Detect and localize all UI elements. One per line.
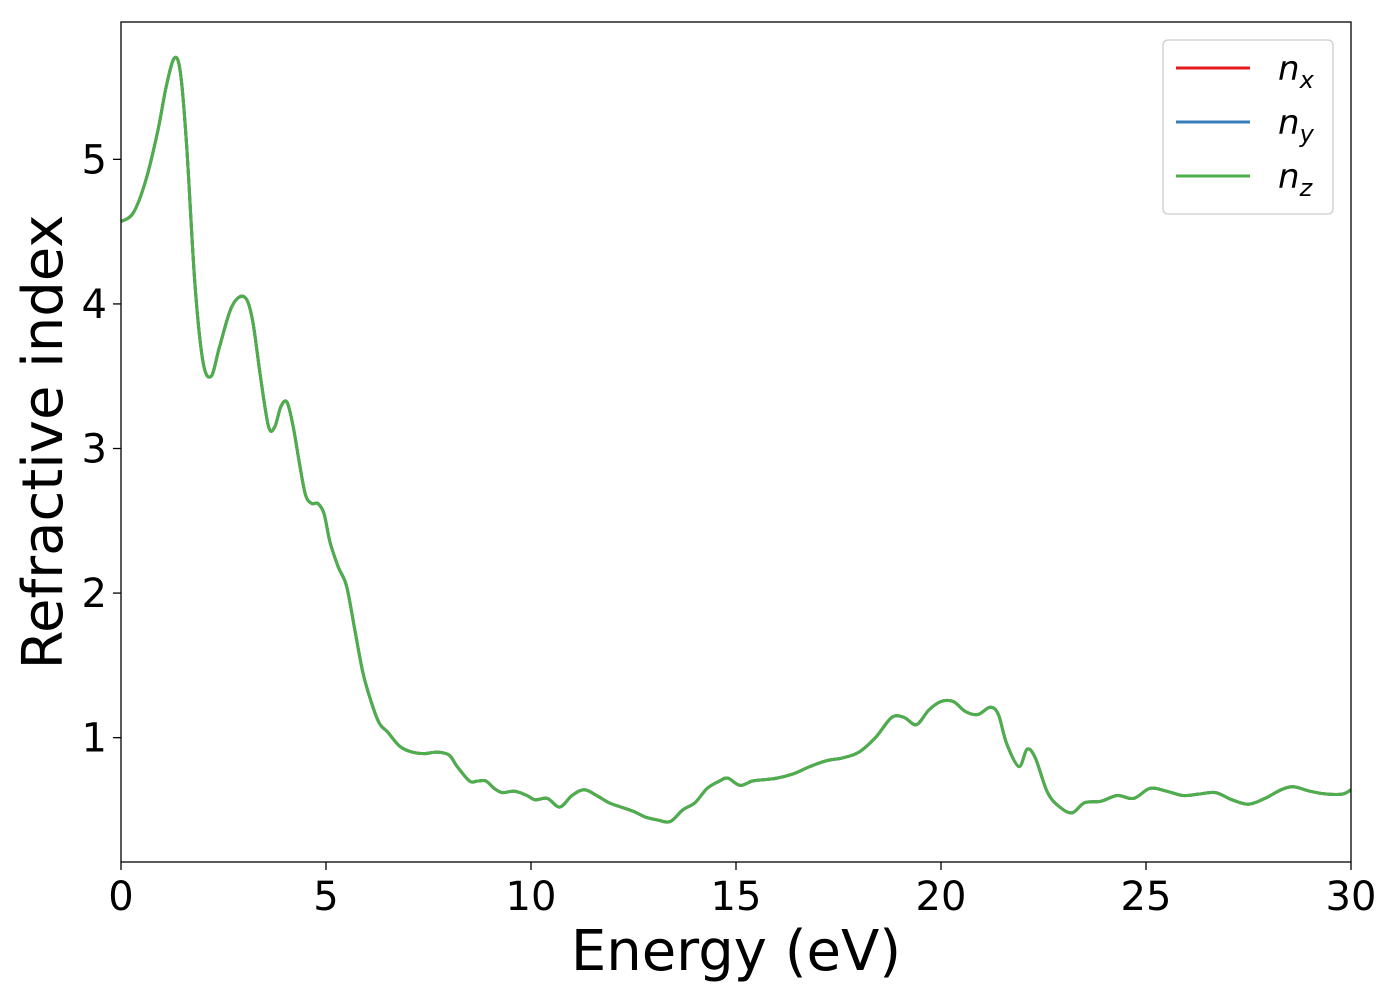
legend-label-nx: nx — [1278, 49, 1315, 94]
y-tick-label: 2 — [82, 571, 107, 617]
y-axis-label: Refractive index — [11, 215, 76, 670]
series-line-nz — [121, 55, 1351, 824]
legend-box — [1162, 39, 1334, 215]
x-tick-label: 30 — [1326, 874, 1377, 920]
y-tick-label: 3 — [82, 427, 107, 473]
x-axis-label: Energy (eV) — [571, 919, 901, 984]
x-tick-label: 5 — [313, 874, 338, 920]
x-tick-label: 10 — [506, 874, 557, 920]
x-tick-label: 0 — [108, 874, 133, 920]
y-tick-label: 4 — [82, 282, 107, 328]
x-tick-label: 20 — [916, 874, 967, 920]
x-tick-label: 25 — [1121, 874, 1172, 920]
y-tick-label: 5 — [82, 137, 107, 183]
axes: 0 5 10 15 20 25 30 1 2 3 4 5 — [82, 137, 1377, 920]
plot-area — [121, 55, 1351, 824]
legend-label-ny: ny — [1278, 103, 1315, 148]
y-tick-label: 1 — [82, 716, 107, 762]
x-tick-label: 15 — [711, 874, 762, 920]
